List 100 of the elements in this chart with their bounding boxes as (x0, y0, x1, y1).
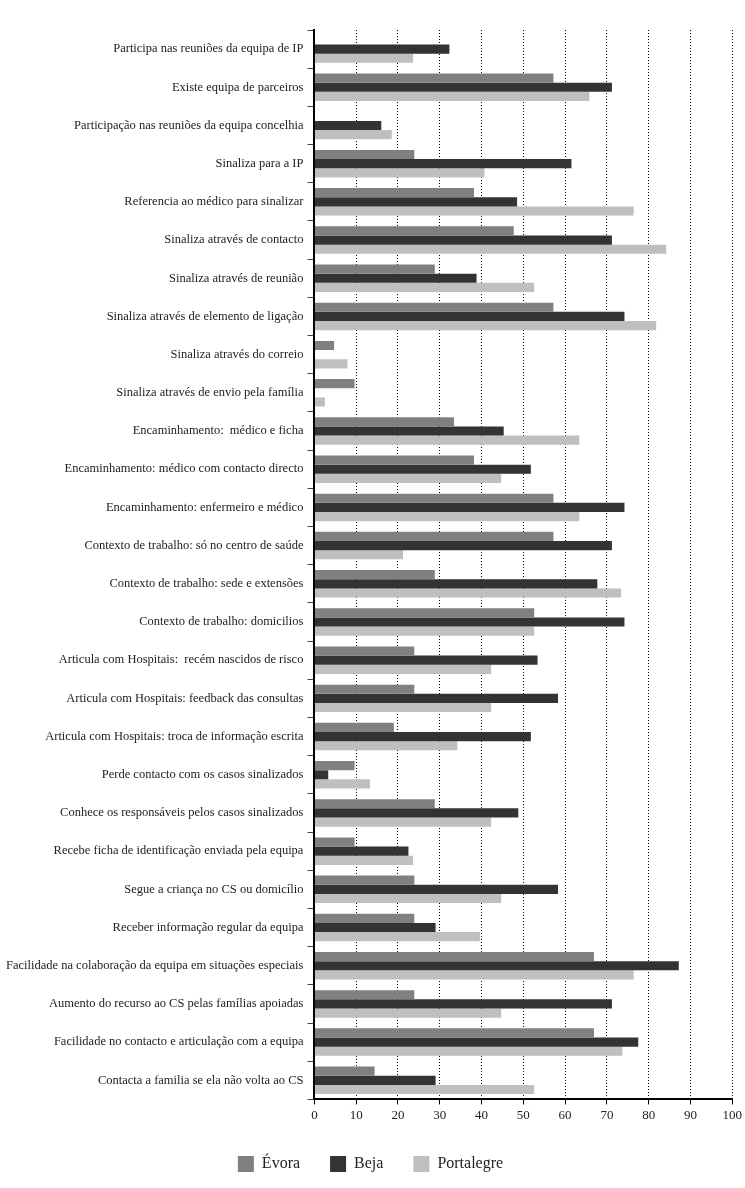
bar (314, 435, 580, 445)
bar (314, 531, 554, 542)
bar (314, 990, 415, 1000)
y-tick-label: Encaminhamento: enfermeiro e médico (105, 499, 304, 514)
y-tick-label: Aumento do recurso ao CS pelas famílias apoiadas (48, 996, 304, 1011)
x-tick-label: 80 (642, 1106, 656, 1122)
y-tick-label: Segue a criança no CS ou domicílio (124, 881, 304, 896)
y-tick-label: Encaminhamento: médico com contacto directo (64, 461, 304, 476)
y-tick-label: Contexto de trabalho: só no centro de saúde (84, 537, 304, 552)
bar (314, 664, 492, 674)
y-tick-label: Articula com Hospitais: troca de informação escrita (45, 728, 304, 743)
bar (314, 417, 454, 427)
bar (314, 1075, 436, 1085)
y-tick-label: Sinaliza através de elemento de ligação (106, 308, 304, 323)
y-tick-label: Articula com Hospitais: recém nascidos de risco (58, 652, 304, 667)
x-tick-label: 10 (349, 1106, 363, 1122)
bar (314, 282, 535, 292)
bar (314, 359, 348, 369)
y-tick-label: Contexto de trabalho: sede e extensões (109, 576, 304, 591)
bar (314, 1008, 502, 1018)
bar (314, 932, 480, 942)
bar (314, 1028, 594, 1038)
x-tick-label: 50 (516, 1106, 530, 1122)
bar (314, 875, 415, 885)
bar (314, 321, 657, 331)
bar (314, 626, 535, 636)
bar (314, 1037, 639, 1047)
y-tick-label: Facilidade na colaboração da equipa em situações especiais (6, 958, 304, 973)
bar (314, 159, 572, 169)
bar (314, 1066, 375, 1076)
bar (314, 455, 475, 465)
bar (314, 702, 492, 713)
bar (314, 1046, 623, 1056)
legend-label: Beja (354, 1154, 384, 1173)
bar (314, 244, 667, 254)
y-tick-label: Sinaliza através do correio (170, 346, 304, 361)
bar (314, 426, 504, 436)
bar (314, 197, 518, 207)
bar (314, 846, 409, 856)
x-tick-label: 0 (311, 1106, 318, 1122)
bar (314, 608, 535, 618)
bar (314, 731, 531, 742)
x-tick-label: 100 (722, 1106, 742, 1122)
bar (314, 855, 414, 865)
bar (314, 149, 415, 160)
y-tick-label: Sinaliza através de contacto (164, 232, 304, 247)
bar (314, 226, 514, 236)
bar (314, 913, 415, 923)
bar (314, 999, 612, 1009)
bar (314, 617, 625, 627)
bar (314, 130, 392, 140)
y-tick-label: Referencia ao médico para sinalizar (124, 194, 305, 209)
bar (314, 493, 554, 503)
y-tick-label: Sinaliza através de envio pela família (116, 385, 304, 400)
bar (314, 188, 475, 198)
bar (314, 206, 634, 216)
bar (314, 741, 458, 751)
legend-label: Portalegre (437, 1154, 504, 1173)
bar (314, 1084, 535, 1095)
x-tick-label: 90 (683, 1106, 697, 1122)
bar (314, 379, 355, 389)
bar (314, 397, 325, 407)
bar (314, 44, 450, 54)
legend-label: Évora (261, 1153, 301, 1172)
bar (314, 970, 634, 980)
bar (314, 273, 477, 283)
bar (314, 799, 435, 809)
bar (314, 951, 594, 962)
bar (314, 722, 394, 732)
bar (314, 502, 625, 512)
y-tick-label: Recebe ficha de identificação enviada pela equipa (53, 843, 304, 858)
bar (314, 655, 538, 665)
y-tick-label: Existe equipa de parceiros (171, 79, 304, 94)
bar (314, 511, 580, 522)
bar (314, 550, 404, 560)
bar (314, 235, 612, 245)
y-tick-label: Participa nas reuniões da equipa de IP (113, 41, 304, 56)
bar (314, 693, 559, 703)
y-tick-label: Sinaliza através de reunião (169, 270, 304, 285)
bar (314, 541, 612, 551)
bar (314, 570, 435, 580)
bar (314, 120, 382, 131)
x-tick-label: 60 (558, 1106, 572, 1122)
y-tick-label: Contacta a familia se ela não volta ao CS (97, 1072, 304, 1087)
bar (314, 82, 612, 92)
bar (314, 837, 355, 847)
bar (314, 473, 502, 483)
y-tick-label: Perde contacto com os casos sinalizados (101, 767, 304, 782)
bar (314, 73, 554, 83)
bar (314, 922, 436, 933)
y-tick-label: Participação nas reuniões da equipa concelhia (74, 117, 304, 132)
bar (314, 53, 414, 63)
y-tick-label: Receber informação regular da equipa (112, 919, 304, 934)
bar (314, 302, 554, 312)
y-tick-label: Encaminhamento: médico e ficha (132, 423, 304, 438)
bar (314, 884, 559, 894)
x-tick-label: 70 (600, 1106, 614, 1122)
y-tick-label: Contexto de trabalho: domicilios (139, 614, 304, 629)
bar (314, 779, 371, 789)
bar (314, 684, 415, 694)
